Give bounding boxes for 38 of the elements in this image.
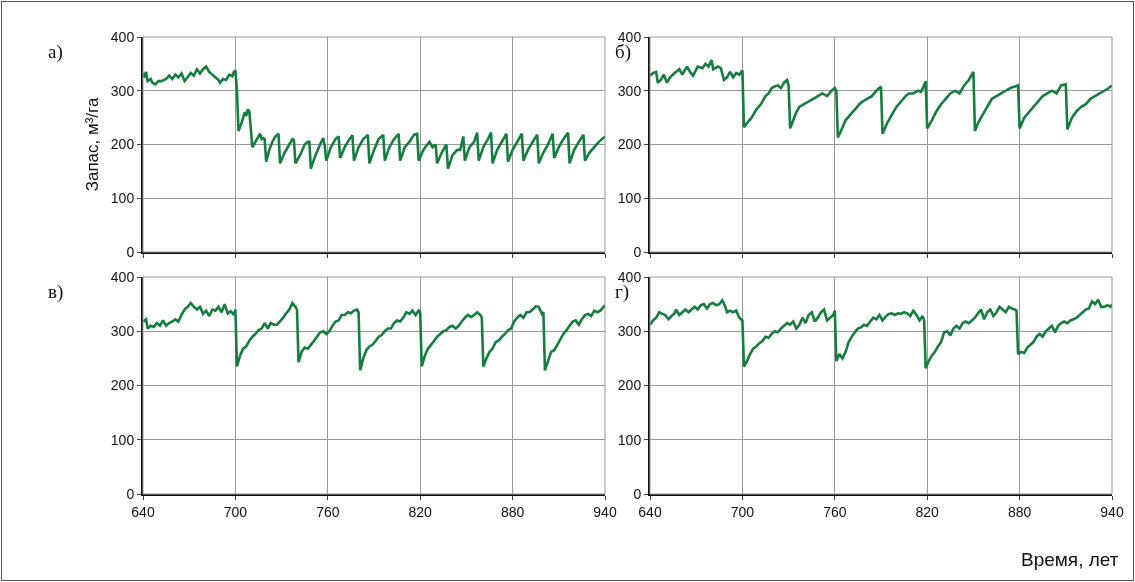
x-tick-label: 640: [638, 503, 662, 520]
x-tick-label: 760: [316, 503, 340, 520]
line-series: [650, 58, 1112, 139]
y-tick-label: 100: [110, 190, 135, 207]
x-tick-label: 820: [915, 503, 940, 520]
y-tick-label: 300: [617, 323, 642, 340]
y-tick-label: 0: [633, 485, 642, 502]
x-tick-label: 940: [593, 503, 617, 520]
line-series: [143, 65, 605, 170]
y-tick-label: 300: [110, 323, 135, 340]
line-series: [650, 298, 1112, 370]
y-tick-label: 0: [633, 243, 642, 260]
y-tick-label: 100: [617, 190, 642, 207]
x-tick-label: 820: [408, 503, 433, 520]
x-tick-label: 940: [1100, 503, 1124, 520]
y-tick-label: 200: [617, 377, 642, 394]
y-tick-label: 400: [110, 28, 135, 45]
y-tick-label: 300: [617, 82, 642, 99]
x-tick-label: 880: [1007, 503, 1032, 520]
x-tick-label: 700: [730, 503, 755, 520]
chart-title: в): [48, 281, 64, 303]
y-tick-label: 100: [617, 431, 642, 448]
y-tick-label: 200: [110, 377, 135, 394]
y-tick-label: 0: [126, 485, 135, 502]
x-axis-title: Время, лет: [1021, 549, 1119, 570]
x-tick-label: 640: [131, 503, 155, 520]
y-tick-label: 400: [110, 268, 135, 285]
line-series: [143, 301, 605, 372]
y-tick-label: 300: [110, 82, 135, 99]
x-tick-label: 760: [823, 503, 847, 520]
y-tick-label: 200: [617, 136, 642, 153]
x-tick-label: 700: [223, 503, 248, 520]
y-tick-label: 200: [110, 136, 135, 153]
y-axis-title: Запас, м³/га: [82, 97, 102, 192]
y-tick-label: 100: [110, 431, 135, 448]
x-tick-label: 880: [500, 503, 525, 520]
y-tick-label: 0: [126, 243, 135, 260]
chart-title: а): [48, 41, 63, 63]
